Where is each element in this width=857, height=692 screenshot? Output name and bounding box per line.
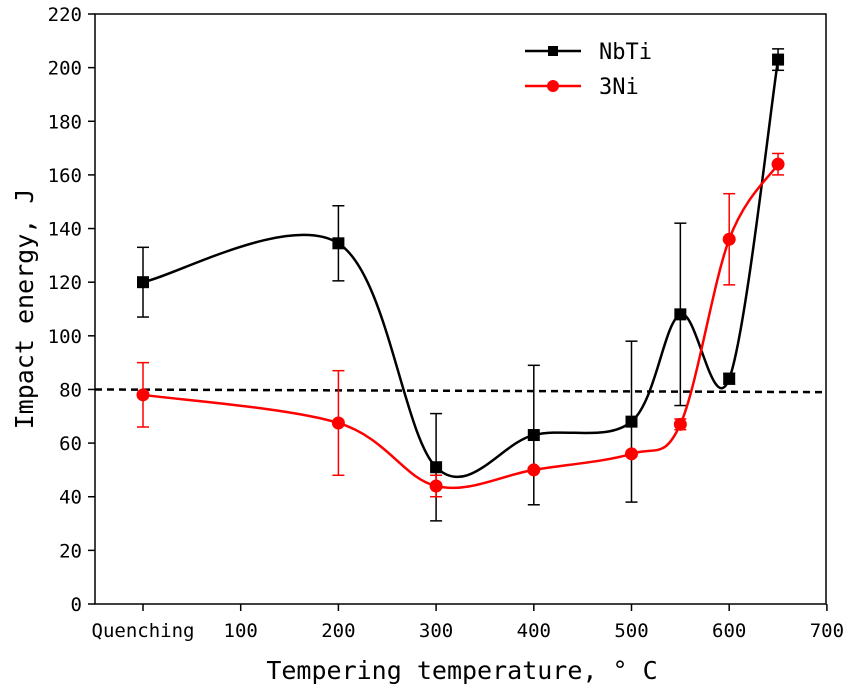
x-tick-label: 600: [712, 620, 746, 642]
reference-line-layer: [95, 389, 826, 392]
series-nbti: [137, 49, 784, 521]
x-tick-label: 300: [419, 620, 453, 642]
data-point-3ni: [625, 447, 638, 460]
y-tick-label: 40: [59, 487, 82, 509]
data-point-3ni: [332, 416, 345, 429]
data-point-3ni: [137, 388, 150, 401]
x-tick-label: 700: [810, 620, 844, 642]
data-point-3ni: [430, 480, 443, 493]
x-tick-label: 100: [224, 620, 258, 642]
y-tick-label: 160: [48, 165, 82, 187]
x-tick-label: 200: [321, 620, 355, 642]
y-tick-label: 100: [48, 326, 82, 348]
series-line-nbti: [143, 60, 778, 477]
reference-line: [95, 389, 826, 392]
data-point-nbti: [772, 54, 784, 66]
y-tick-label: 20: [59, 540, 82, 562]
y-tick-label: 80: [59, 379, 82, 401]
y-axis-ticks: 0 20 40 60 80 100 120 140 160 180 200 220: [48, 4, 95, 616]
series-3ni: [137, 153, 785, 496]
data-point-nbti: [528, 429, 540, 441]
x-axis-title: Tempering temperature, ° C: [266, 656, 657, 685]
y-tick-label: 120: [48, 272, 82, 294]
legend-marker-3ni: [547, 80, 559, 92]
y-tick-label: 0: [71, 594, 82, 616]
data-point-3ni: [527, 463, 540, 476]
series-line-3ni: [143, 164, 778, 488]
legend-label-nbti: NbTi: [599, 40, 652, 65]
legend-label-3ni: 3Ni: [599, 75, 639, 100]
plot-frame: [95, 14, 826, 604]
chart: 0 20 40 60 80 100 120 140 160 180 200 220 Quenching…: [0, 0, 857, 692]
data-point-nbti: [626, 416, 638, 428]
data-point-nbti: [430, 461, 442, 473]
data-point-nbti: [723, 373, 735, 385]
y-tick-label: 200: [48, 58, 82, 80]
y-axis-title: Impact energy, J: [10, 189, 39, 430]
y-tick-label: 220: [48, 4, 82, 26]
x-tick-label: 500: [614, 620, 648, 642]
data-point-nbti: [674, 308, 686, 320]
data-point-nbti: [137, 276, 149, 288]
x-tick-label: Quenching: [92, 620, 195, 642]
legend-marker-nbti: [548, 46, 558, 56]
x-axis-ticks: Quenching 100 200 300 400 500 600 700: [92, 604, 845, 642]
data-point-nbti: [332, 237, 344, 249]
x-tick-label: 400: [517, 620, 551, 642]
legend: NbTi 3Ni: [525, 40, 652, 100]
y-tick-label: 180: [48, 111, 82, 133]
series-layer: [137, 49, 785, 521]
y-tick-label: 60: [59, 433, 82, 455]
data-point-3ni: [772, 158, 785, 171]
data-point-3ni: [723, 233, 736, 246]
data-point-3ni: [674, 418, 687, 431]
y-tick-label: 140: [48, 219, 82, 241]
